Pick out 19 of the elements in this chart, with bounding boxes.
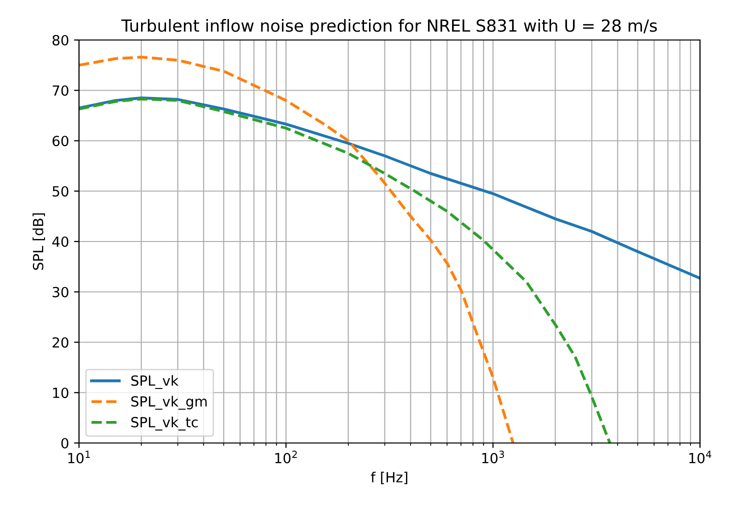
y-tick-label: 20 bbox=[52, 337, 68, 348]
x-tick-label: 10$^{1}$ bbox=[68, 450, 90, 464]
y-tick-label: 60 bbox=[52, 136, 68, 146]
legend-label: SPL_vk_gm bbox=[131, 396, 207, 410]
y-axis-title: SPL [dB] bbox=[32, 213, 45, 270]
y-tick-label: 30 bbox=[52, 286, 68, 298]
y-tick-label: 40 bbox=[52, 236, 68, 247]
legend-label: SPL_vk bbox=[131, 375, 178, 389]
y-tick-label: 80 bbox=[52, 34, 68, 46]
legend-label: SPL_vk_tc bbox=[131, 416, 198, 430]
x-axis-title: f [Hz] bbox=[370, 472, 408, 484]
y-tick-label: 70 bbox=[52, 85, 68, 96]
x-tick-label: 10$^{4}$ bbox=[689, 450, 712, 464]
y-tick-label: 10 bbox=[53, 388, 68, 398]
y-tick-label: 0 bbox=[61, 438, 68, 448]
y-tick-label: 50 bbox=[52, 186, 68, 197]
x-tick-label: 10$^{3}$ bbox=[482, 450, 504, 464]
chart-title: Turbulent inflow noise prediction for NREL S831 with U = 28 m/s bbox=[121, 19, 657, 36]
x-tick-label: 10$^{2}$ bbox=[275, 450, 297, 464]
